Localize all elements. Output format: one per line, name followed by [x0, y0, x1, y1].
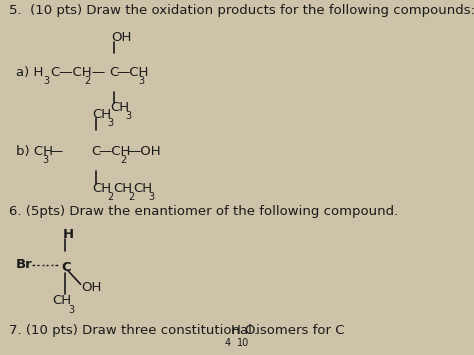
- Text: 2: 2: [120, 155, 127, 165]
- Text: 3: 3: [138, 76, 145, 86]
- Text: C: C: [62, 261, 71, 274]
- Text: 2: 2: [128, 192, 134, 202]
- Text: —OH: —OH: [127, 145, 161, 158]
- Text: H: H: [63, 228, 74, 240]
- Text: b) CH: b) CH: [16, 145, 53, 158]
- Text: 3: 3: [43, 155, 49, 165]
- Text: OH: OH: [111, 31, 131, 44]
- Text: 3: 3: [107, 118, 113, 128]
- Text: CH: CH: [53, 294, 72, 307]
- Text: 2: 2: [107, 192, 113, 202]
- Text: O.: O.: [244, 324, 258, 337]
- Text: C: C: [91, 145, 100, 158]
- Text: Br: Br: [16, 258, 33, 271]
- Text: 3: 3: [125, 111, 131, 121]
- Text: a) H: a) H: [16, 66, 44, 79]
- Text: CH: CH: [92, 182, 111, 195]
- Text: 3: 3: [148, 192, 155, 202]
- Text: OH: OH: [82, 281, 102, 294]
- Text: 3: 3: [44, 76, 49, 86]
- Text: CH: CH: [134, 182, 153, 195]
- Text: C: C: [109, 66, 118, 79]
- Text: H: H: [230, 324, 240, 337]
- Text: 10: 10: [237, 338, 249, 348]
- Text: —CH: —CH: [98, 145, 130, 158]
- Text: 2: 2: [84, 76, 90, 86]
- Text: —: —: [49, 145, 62, 158]
- Text: CH: CH: [110, 101, 129, 114]
- Text: 5.  (10 pts) Draw the oxidation products for the following compounds:: 5. (10 pts) Draw the oxidation products …: [9, 4, 474, 17]
- Text: 4: 4: [225, 338, 231, 348]
- Text: —: —: [91, 66, 104, 79]
- Text: 3: 3: [68, 305, 74, 315]
- Text: 6. (5pts) Draw the enantiomer of the following compound.: 6. (5pts) Draw the enantiomer of the fol…: [9, 204, 398, 218]
- Text: —CH: —CH: [117, 66, 149, 79]
- Text: C—CH: C—CH: [50, 66, 92, 79]
- Text: CH: CH: [92, 108, 111, 121]
- Text: 7. (10 pts) Draw three constitutional isomers for C: 7. (10 pts) Draw three constitutional is…: [9, 324, 344, 337]
- Text: CH: CH: [113, 182, 132, 195]
